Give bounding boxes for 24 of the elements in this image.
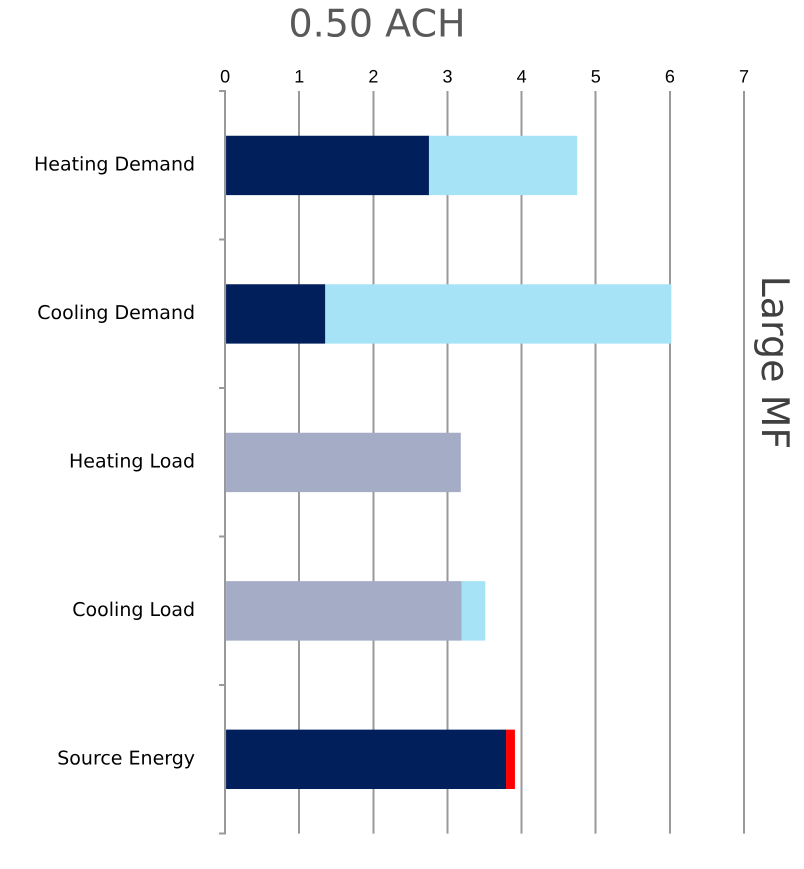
x-tick-label: 1 (294, 66, 304, 86)
bar (226, 730, 506, 790)
bar (325, 284, 672, 344)
x-tick-label: 5 (590, 66, 601, 86)
bar (226, 136, 429, 196)
x-tick-label: 6 (664, 66, 675, 86)
y-tick-label: Heating Load (68, 450, 196, 472)
x-tick-label: 7 (738, 66, 750, 86)
bar (226, 284, 326, 344)
y-tick-label: Heating Demand (34, 153, 196, 176)
y-tick-label: Cooling Load (72, 598, 196, 621)
chart-title: 0.50 ACH (288, 2, 466, 46)
bar (506, 730, 515, 790)
bar (226, 432, 461, 492)
bar (428, 136, 578, 196)
y-tick-label: Cooling Demand (37, 302, 196, 324)
x-tick-label: 0 (220, 66, 230, 86)
x-tick-label: 4 (516, 66, 527, 86)
bar (462, 581, 486, 641)
y2-axis-title: Large MF (753, 276, 798, 450)
y-tick-label: Source Energy (57, 747, 196, 770)
x-tick-label: 3 (442, 66, 452, 86)
bar (226, 581, 462, 641)
x-tick-label: 2 (368, 66, 378, 86)
